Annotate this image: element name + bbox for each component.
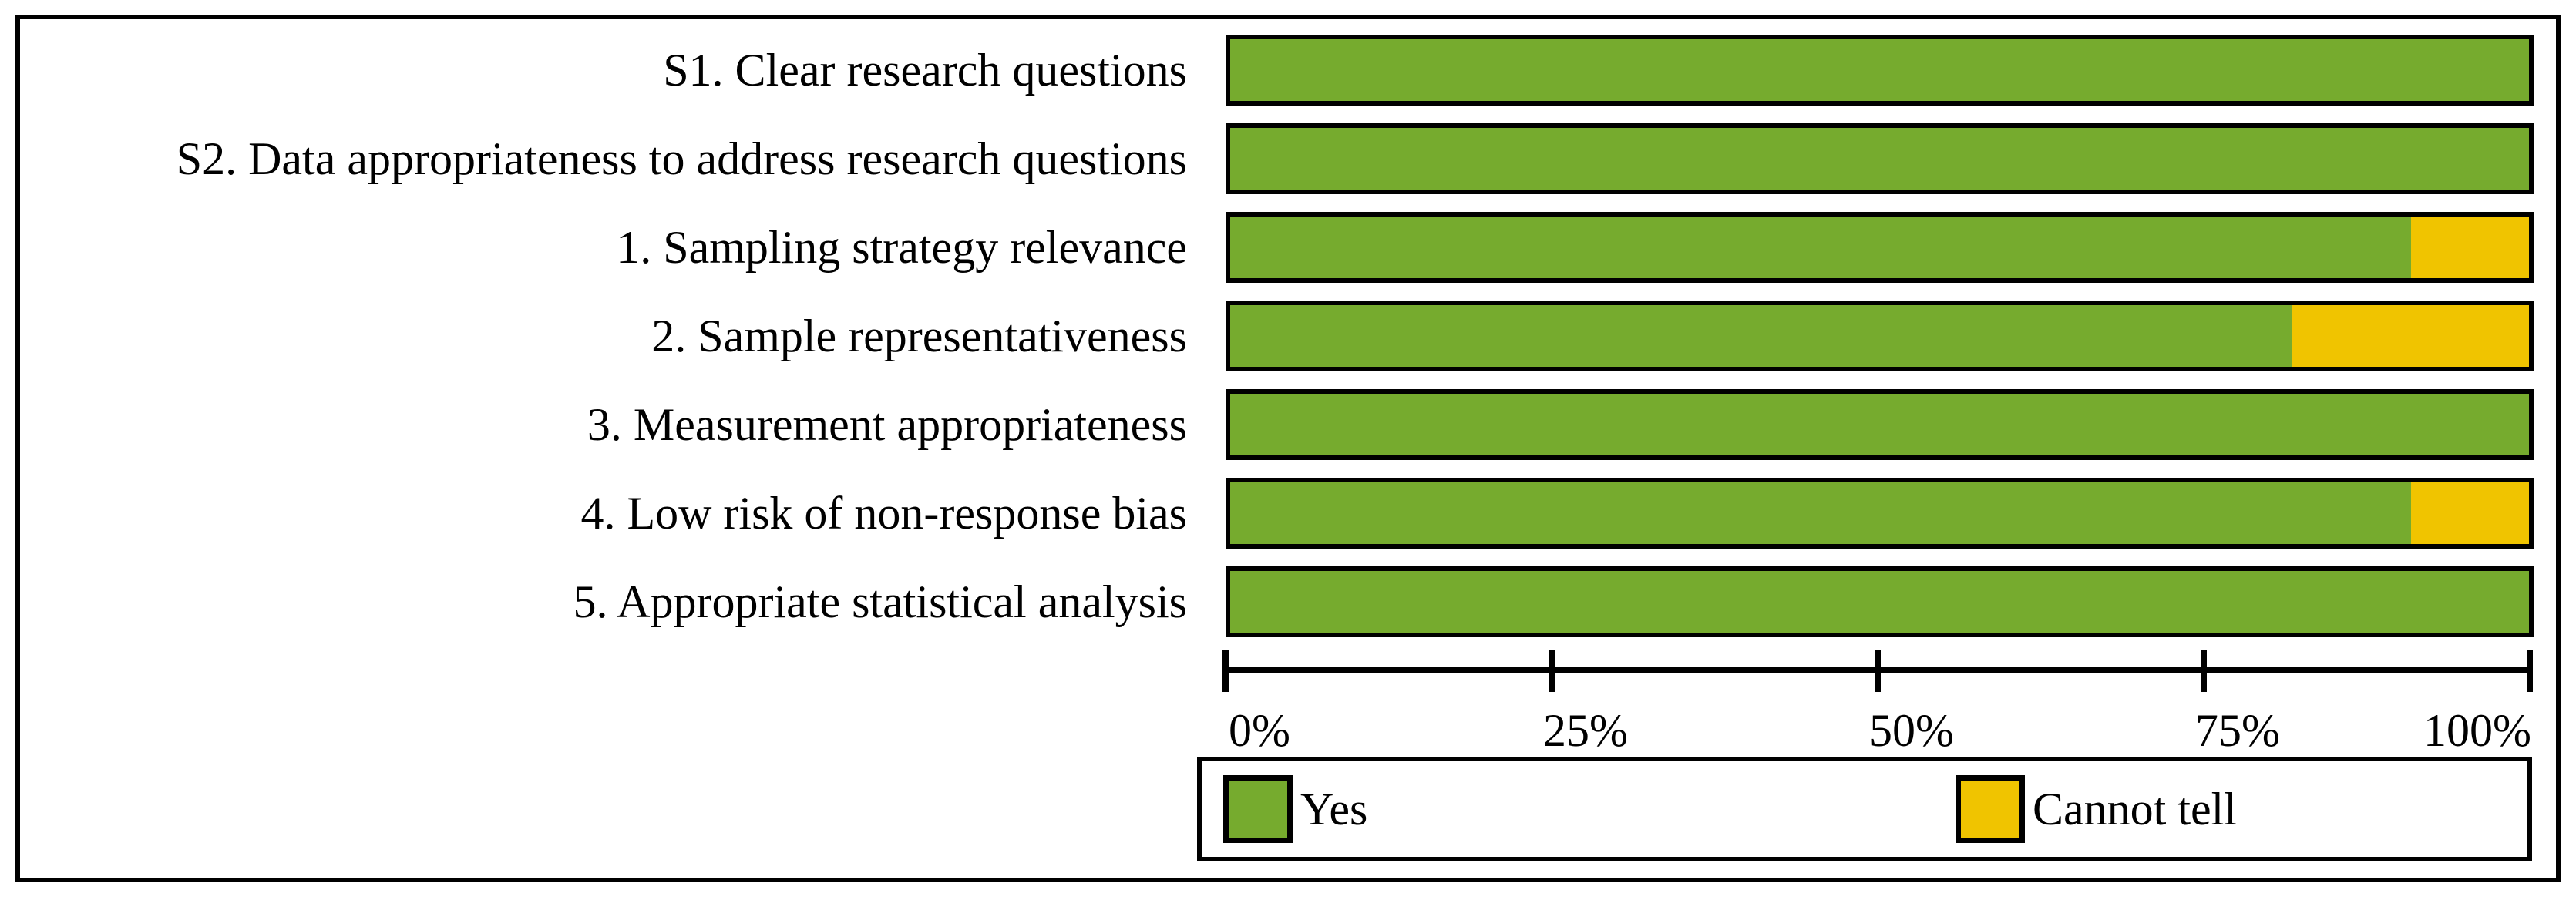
legend-item-yes: Yes: [1223, 761, 1367, 857]
x-axis-labels: 0% 25% 50% 75% 100%: [1226, 701, 2531, 759]
bar: [1226, 35, 2534, 106]
bar: [1226, 478, 2534, 549]
bar-segment-yes: [1230, 571, 2529, 633]
chart-row: S2. Data appropriateness to address rese…: [20, 123, 2534, 212]
x-axis-tick: [2201, 650, 2207, 692]
legend-swatch-cannot-tell: [1956, 775, 2025, 843]
x-axis-tick-label: 50%: [1869, 705, 1954, 756]
x-axis-tick-label: 100%: [2423, 705, 2531, 756]
bar-segment-yes: [1230, 128, 2529, 190]
x-axis-tick: [1222, 650, 1229, 692]
bar-chart-area: S1. Clear research questions S2. Data app…: [20, 35, 2534, 655]
bar-segment-yes: [1230, 482, 2411, 544]
legend-swatch-yes: [1223, 775, 1293, 843]
x-axis-tick-label: 0%: [1229, 705, 1290, 756]
bar-segment-cannot-tell: [2410, 217, 2529, 278]
chart-row: 5. Appropriate statistical analysis: [20, 566, 2534, 655]
chart-row: 2. Sample representativeness: [20, 301, 2534, 389]
chart-row: 3. Measurement appropriateness: [20, 389, 2534, 478]
category-label: 1. Sampling strategy relevance: [617, 222, 1187, 273]
x-axis-tick: [1875, 650, 1881, 692]
bar-segment-yes: [1230, 39, 2529, 101]
bar: [1226, 123, 2534, 194]
category-label: S2. Data appropriateness to address rese…: [176, 133, 1187, 184]
legend: Yes Cannot tell: [1197, 757, 2532, 861]
category-label: S1. Clear research questions: [663, 45, 1187, 96]
bar-segment-yes: [1230, 394, 2529, 455]
chart-row: S1. Clear research questions: [20, 35, 2534, 123]
bar: [1226, 566, 2534, 637]
x-axis: [1222, 650, 2533, 692]
bar-segment-cannot-tell: [2292, 305, 2529, 367]
x-axis-tick-label: 75%: [2195, 705, 2280, 756]
category-label: 3. Measurement appropriateness: [587, 399, 1187, 450]
x-axis-tick: [2527, 650, 2533, 692]
bar: [1226, 389, 2534, 460]
legend-label-cannot-tell: Cannot tell: [2033, 784, 2237, 835]
chart-row: 1. Sampling strategy relevance: [20, 212, 2534, 301]
bar: [1226, 212, 2534, 283]
figure-frame: S1. Clear research questions S2. Data app…: [15, 15, 2561, 882]
bar-segment-cannot-tell: [2410, 482, 2529, 544]
category-label: 5. Appropriate statistical analysis: [573, 576, 1188, 627]
category-label: 4. Low risk of non-response bias: [580, 488, 1187, 539]
x-axis-tick: [1549, 650, 1555, 692]
chart-row: 4. Low risk of non-response bias: [20, 478, 2534, 566]
x-axis-tick-label: 25%: [1543, 705, 1628, 756]
category-label: 2. Sample representativeness: [651, 311, 1187, 361]
bar-segment-yes: [1230, 217, 2411, 278]
bar: [1226, 301, 2534, 371]
legend-label-yes: Yes: [1300, 784, 1368, 835]
legend-item-cannot-tell: Cannot tell: [1956, 761, 2237, 857]
bar-segment-yes: [1230, 305, 2293, 367]
